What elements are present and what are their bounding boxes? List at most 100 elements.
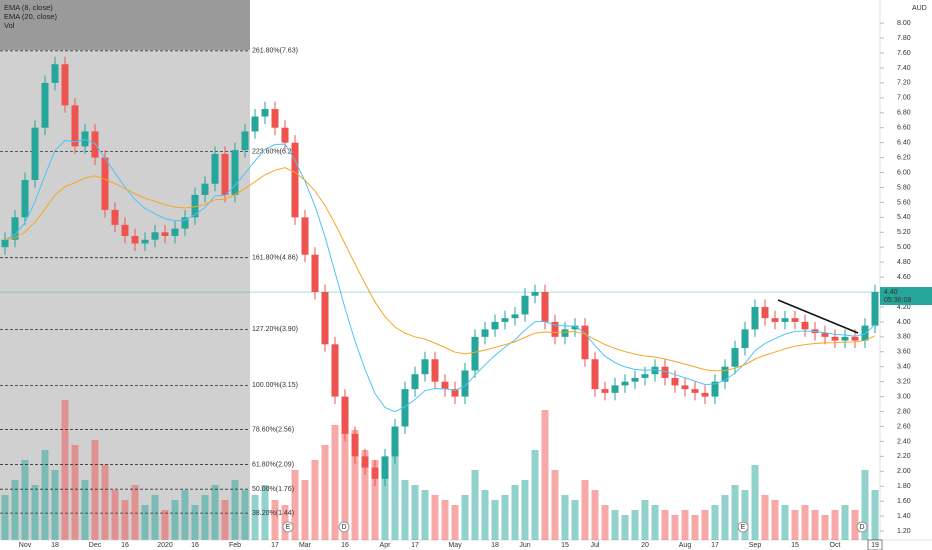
candle-body [781, 318, 789, 322]
volume-bar [551, 470, 559, 540]
volume-bar [231, 480, 239, 540]
y-tick-label: 4.80 [897, 259, 911, 266]
volume-bar [611, 510, 619, 540]
fib-label: 127.20%(3.90) [252, 326, 298, 333]
volume-bar [741, 490, 749, 540]
shaded-range-top [0, 0, 250, 50]
candle-body [681, 385, 689, 390]
y-tick-label: 2.20 [897, 453, 911, 460]
volume-bar [111, 490, 119, 540]
candle-body [251, 116, 259, 132]
candle-body [471, 336, 479, 371]
volume-bar [201, 495, 209, 540]
y-tick-label: 3.60 [897, 349, 911, 356]
y-tick-label: 7.20 [897, 80, 911, 87]
candle-body [1, 239, 9, 248]
volume-bar [801, 505, 809, 540]
y-tick-label: 1.60 [897, 498, 911, 505]
volume-bar [601, 505, 609, 540]
volume-bar [421, 490, 429, 540]
volume-bar [151, 495, 159, 540]
candle-body [191, 194, 199, 218]
volume-bar [481, 490, 489, 540]
x-tick-label: 17 [411, 542, 419, 549]
candle-body [521, 295, 529, 315]
volume-bar [771, 500, 779, 540]
volume-bar [811, 510, 819, 540]
volume-bar [41, 450, 49, 540]
candle-body [421, 359, 429, 375]
fib-label: 50.00%(1.76) [252, 486, 294, 493]
volume-bar [211, 485, 219, 540]
candle-body [211, 153, 219, 184]
candle-body [851, 336, 859, 341]
fib-label: 100.00%(3.15) [252, 382, 298, 389]
volume-bar [241, 490, 249, 540]
event-icon [737, 521, 749, 533]
y-tick-label: 4.00 [897, 319, 911, 326]
volume-bar [171, 500, 179, 540]
volume-bar [441, 500, 449, 540]
candle-body [611, 385, 619, 393]
candle-body [261, 109, 269, 117]
y-tick-label: 1.80 [897, 483, 911, 490]
volume-bar [521, 480, 529, 540]
volume-bar [221, 500, 229, 540]
volume-bar [181, 490, 189, 540]
candle-body [11, 217, 19, 240]
candle-body [771, 318, 779, 322]
candle-body [271, 109, 279, 128]
x-tick-label: 20 [641, 542, 649, 549]
candle-body [511, 314, 519, 319]
volume-bar [761, 495, 769, 540]
candle-body [501, 318, 509, 322]
y-tick-label: 5.40 [897, 214, 911, 221]
shaded-range [0, 0, 250, 540]
candle-body [351, 433, 359, 457]
volume-bar [591, 490, 599, 540]
ema-line [4, 167, 876, 372]
volume-bar [511, 485, 519, 540]
volume-bar [491, 500, 499, 540]
candle-body [281, 127, 289, 143]
y-tick-label: 3.80 [897, 334, 911, 341]
event-label: E [741, 524, 746, 531]
volume-bar [331, 425, 339, 540]
volume-bar [851, 510, 859, 540]
candle-body [801, 321, 809, 330]
candle-body [551, 321, 559, 337]
volume-bar [691, 515, 699, 540]
y-tick-label: 5.20 [897, 229, 911, 236]
volume-bar [101, 465, 109, 540]
x-tick-label: 15 [791, 542, 799, 549]
volume-bar [401, 480, 409, 540]
y-tick-label: 7.40 [897, 65, 911, 72]
volume-bar [641, 500, 649, 540]
candle-body [161, 232, 169, 237]
event-label: E [286, 524, 291, 531]
candle-body [331, 344, 339, 397]
fib-label: 38.20%(1.44) [252, 510, 294, 517]
volume-bar [91, 440, 99, 540]
fib-label: 223.60%(6.28) [252, 148, 298, 155]
volume-bar [471, 470, 479, 540]
x-tick-label: Sep [749, 542, 762, 549]
volume-bar [51, 470, 59, 540]
volume-bar [701, 510, 709, 540]
volume-bar [131, 485, 139, 540]
candle-body [571, 325, 579, 330]
candle-body [831, 336, 839, 341]
event-icon [856, 521, 868, 533]
x-tick-label: Apr [380, 542, 392, 549]
x-tick-label: 16 [191, 542, 199, 549]
volume-bar [61, 400, 69, 540]
candle-body [601, 389, 609, 393]
x-tick-label: Feb [229, 542, 241, 549]
volume-bar [191, 505, 199, 540]
candle-body [711, 381, 719, 397]
candle-body [591, 359, 599, 390]
volume-bar [621, 515, 629, 540]
fib-label: 261.80%(7.63) [252, 48, 298, 55]
volume-bar [861, 470, 869, 540]
